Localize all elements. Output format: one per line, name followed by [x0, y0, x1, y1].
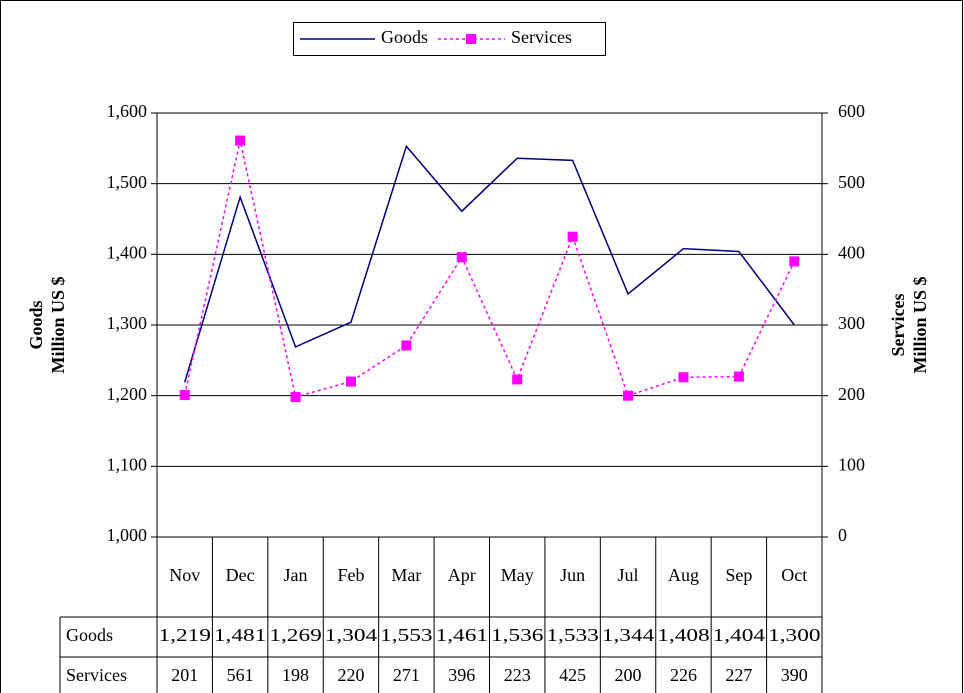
y-axis-title: Million US $	[48, 276, 68, 373]
table-cell: 227	[725, 665, 752, 685]
marker	[290, 392, 301, 403]
y2-tick-label: 200	[838, 384, 865, 404]
marker	[401, 340, 412, 351]
x-tick-label: Apr	[448, 565, 476, 585]
table-cell: 1,304	[325, 625, 377, 645]
table-cell: 220	[337, 665, 364, 685]
marker	[512, 374, 523, 385]
table-cell: 1,553	[380, 625, 432, 645]
x-tick-label: Nov	[169, 565, 200, 585]
y2-tick-label: 500	[838, 172, 865, 192]
legend: Goods Services	[293, 22, 606, 56]
x-tick-label: Sep	[725, 565, 752, 585]
table-row-label: Goods	[66, 625, 113, 645]
y-tick-label: 1,200	[107, 384, 148, 404]
table-row-label: Services	[66, 665, 127, 685]
y-tick-label: 1,000	[107, 525, 148, 545]
x-tick-label: Aug	[668, 565, 699, 585]
x-tick-label: Jan	[284, 565, 308, 585]
table-cell: 561	[227, 665, 254, 685]
table-cell: 1,461	[436, 625, 488, 645]
x-tick-label: Jul	[618, 565, 639, 585]
table-cell: 1,344	[602, 625, 654, 645]
marker	[678, 372, 689, 383]
y-tick-label: 1,100	[107, 454, 148, 474]
table-cell: 1,404	[713, 625, 765, 645]
y2-tick-label: 400	[838, 242, 865, 262]
table-cell: 1,533	[546, 625, 598, 645]
x-tick-label: Jun	[560, 565, 585, 585]
y-tick-label: 1,600	[107, 101, 148, 121]
marker	[235, 135, 246, 146]
table-cell: 1,536	[491, 625, 543, 645]
marker	[345, 376, 356, 387]
series-line	[183, 140, 795, 399]
y2-axis-title: Million US $	[910, 276, 930, 373]
table-cell: 200	[615, 665, 642, 685]
y2-axis-title: Services	[888, 294, 908, 357]
y2-tick-label: 100	[838, 454, 865, 474]
table-cell: 425	[559, 665, 586, 685]
legend-box	[293, 22, 606, 56]
y-tick-label: 1,500	[107, 172, 148, 192]
table-cell: 223	[504, 665, 531, 685]
x-tick-label: Feb	[337, 565, 364, 585]
x-tick-label: Mar	[391, 565, 421, 585]
legend-label: Services	[511, 27, 572, 47]
x-tick-label: Oct	[781, 565, 807, 585]
x-tick-label: May	[501, 565, 534, 585]
y-tick-label: 1,400	[107, 242, 148, 262]
y2-tick-label: 0	[838, 525, 847, 545]
table-cell: 201	[171, 665, 198, 685]
y2-tick-label: 600	[838, 101, 865, 121]
series-line	[183, 144, 795, 383]
y-axis-title: Goods	[26, 300, 46, 349]
marker	[733, 371, 744, 382]
table-cell: 1,481	[214, 625, 266, 645]
legend-marker	[466, 34, 476, 44]
y-tick-label: 1,300	[107, 313, 148, 333]
x-tick-label: Dec	[226, 565, 255, 585]
table-cell: 396	[448, 665, 475, 685]
table-cell: 1,269	[269, 625, 321, 645]
table-cell: 1,408	[657, 625, 709, 645]
marker	[789, 256, 800, 267]
marker	[567, 231, 578, 242]
marker	[456, 252, 467, 263]
marker	[623, 390, 634, 401]
table-cell: 198	[282, 665, 309, 685]
legend-label: Goods	[381, 27, 428, 47]
y2-tick-label: 300	[838, 313, 865, 333]
table-cell: 271	[393, 665, 420, 685]
table-cell: 1,219	[159, 625, 211, 645]
table-cell: 390	[781, 665, 808, 685]
marker	[179, 389, 190, 400]
table-cell: 1,300	[768, 625, 820, 645]
table-cell: 226	[670, 665, 697, 685]
